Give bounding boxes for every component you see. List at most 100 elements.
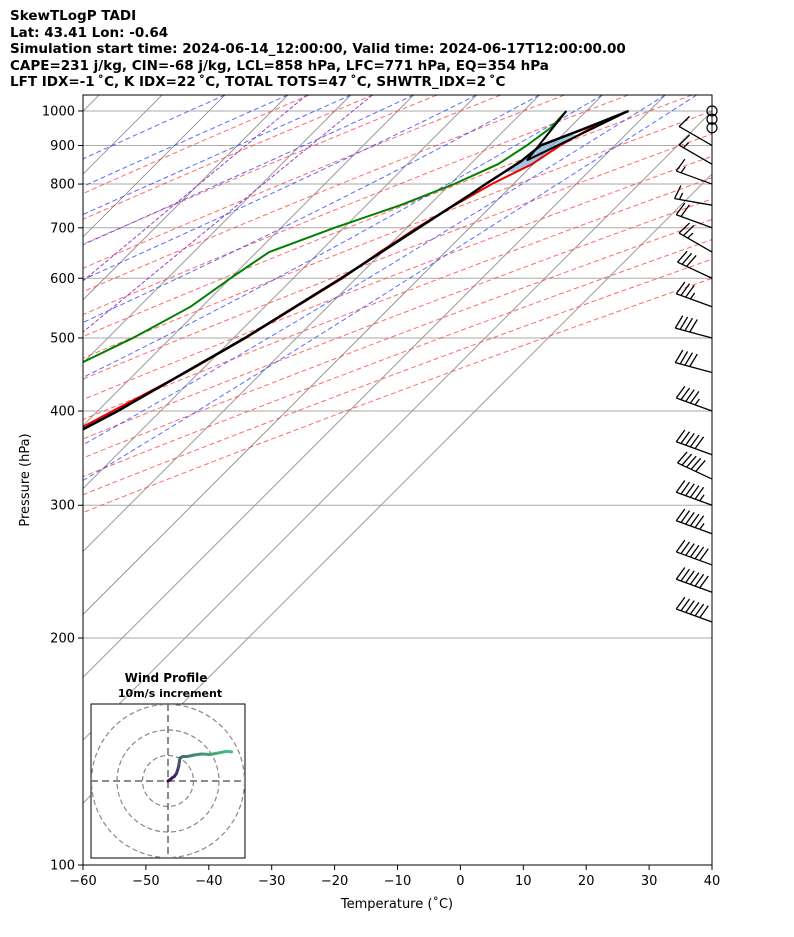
x-tick-label: 10 bbox=[515, 874, 532, 889]
wind-barb bbox=[675, 158, 713, 185]
parcel-line bbox=[83, 109, 629, 431]
x-axis-ticks: −60 −50 −40 −30 −20 −10 0 10 20 30 40 bbox=[69, 865, 720, 889]
barb-feather bbox=[685, 600, 695, 613]
barb-staff bbox=[678, 125, 713, 147]
y-tick-label: 500 bbox=[50, 331, 75, 346]
barb-staff bbox=[676, 170, 713, 185]
dry-adiabat bbox=[83, 95, 565, 293]
barb-staff bbox=[676, 293, 713, 308]
barb-feather bbox=[681, 252, 693, 265]
barb-feather bbox=[694, 486, 705, 500]
isotherm-line bbox=[83, 95, 226, 238]
moist-adiabat bbox=[83, 95, 540, 324]
index-line: LFT IDX=-1 ˚C, K IDX=22 ˚C, TOTAL TOTS=4… bbox=[10, 74, 506, 91]
barb-feather bbox=[680, 568, 691, 582]
barb-feather bbox=[678, 222, 691, 234]
wind-barb bbox=[675, 567, 713, 593]
isotherm-line bbox=[83, 95, 540, 553]
barb-feather bbox=[675, 508, 686, 522]
barb-staff bbox=[678, 144, 713, 165]
location-line: Lat: 43.41 Lon: -0.64 bbox=[10, 24, 169, 41]
moist-adiabat bbox=[83, 95, 603, 378]
wind-barb bbox=[675, 385, 713, 412]
y-axis-ticks: 1000 900 800 700 600 500 400 300 200 100 bbox=[42, 104, 83, 874]
x-tick-label: −50 bbox=[132, 874, 159, 889]
figure-header: SkewTLogP TADI Lat: 43.41 Lon: -0.64 Sim… bbox=[10, 8, 626, 91]
barb-half-feather bbox=[678, 192, 684, 200]
barb-feather bbox=[686, 254, 697, 267]
barb-staff bbox=[674, 197, 713, 206]
moist-adiabat bbox=[83, 95, 697, 482]
barb-feather bbox=[682, 224, 695, 237]
barb-staff bbox=[676, 551, 713, 566]
mixing-ratio-line bbox=[83, 95, 308, 282]
barb-feather bbox=[689, 319, 698, 333]
barb-feather bbox=[685, 433, 695, 446]
wind-barb bbox=[675, 480, 713, 506]
dry-adiabat bbox=[83, 198, 712, 440]
barb-half-feather bbox=[694, 398, 700, 406]
dry-adiabat bbox=[83, 133, 712, 380]
wind-barb bbox=[677, 451, 713, 480]
barb-half-feather bbox=[699, 494, 705, 502]
barb-half-feather bbox=[699, 523, 705, 530]
barb-staff bbox=[676, 578, 713, 593]
wind-barb bbox=[675, 202, 713, 229]
wind-barb bbox=[678, 115, 713, 147]
isotherm-line bbox=[83, 110, 712, 741]
wind-barbs bbox=[673, 105, 718, 623]
barb-feather bbox=[675, 567, 686, 580]
barb-feather bbox=[685, 483, 695, 497]
hodograph-inset: Wind Profile 10m/s increment bbox=[90, 671, 246, 859]
y-axis-label: Pressure (hPa) bbox=[18, 433, 33, 526]
wind-barb bbox=[675, 596, 713, 623]
barb-feather bbox=[689, 513, 700, 527]
wind-barb bbox=[677, 250, 713, 279]
barb-feather bbox=[680, 541, 691, 555]
wind-barb bbox=[675, 281, 713, 308]
moist-adiabat bbox=[83, 95, 289, 187]
barb-feather bbox=[680, 431, 691, 444]
barb-feather bbox=[694, 573, 705, 587]
dry-adiabat bbox=[83, 258, 712, 496]
barb-feather bbox=[680, 283, 691, 296]
barb-half-feather bbox=[680, 166, 686, 174]
wind-barb bbox=[678, 134, 713, 165]
barb-feather bbox=[689, 572, 700, 585]
x-tick-label: −60 bbox=[69, 874, 96, 889]
barb-feather bbox=[675, 429, 686, 443]
x-tick-label: −40 bbox=[195, 874, 222, 889]
barb-feather bbox=[675, 480, 686, 493]
barb-feather bbox=[680, 387, 691, 401]
y-tick-label: 800 bbox=[50, 178, 75, 193]
barb-feather bbox=[685, 570, 695, 584]
barb-staff bbox=[676, 608, 713, 623]
barb-feather bbox=[675, 202, 686, 216]
barb-feather bbox=[689, 390, 700, 404]
barb-feather bbox=[678, 134, 691, 146]
x-tick-label: −20 bbox=[321, 874, 348, 889]
x-tick-label: 30 bbox=[641, 874, 658, 889]
barb-feather bbox=[699, 575, 709, 589]
wind-barb bbox=[675, 508, 713, 535]
wind-barb bbox=[673, 185, 713, 206]
x-tick-label: −30 bbox=[258, 874, 285, 889]
background-lines bbox=[83, 95, 712, 865]
barb-feather bbox=[680, 481, 691, 495]
isotherm-line bbox=[83, 95, 352, 364]
barb-half-feather bbox=[682, 142, 690, 149]
barb-feather bbox=[675, 385, 686, 399]
y-tick-label: 300 bbox=[50, 499, 75, 514]
barb-feather bbox=[678, 115, 691, 127]
figure-title: SkewTLogP TADI bbox=[10, 8, 137, 24]
hodograph-subtitle: 10m/s increment bbox=[118, 687, 222, 700]
wind-barb bbox=[675, 429, 713, 456]
dry-adiabat bbox=[83, 110, 712, 359]
isotherm-line bbox=[83, 95, 415, 427]
barb-feather bbox=[685, 511, 695, 525]
isotherm-line bbox=[83, 95, 603, 616]
barb-feather bbox=[677, 451, 688, 464]
barb-feather bbox=[675, 596, 686, 610]
parcel-lcl-leg bbox=[526, 110, 629, 162]
x-tick-label: 0 bbox=[456, 874, 464, 889]
